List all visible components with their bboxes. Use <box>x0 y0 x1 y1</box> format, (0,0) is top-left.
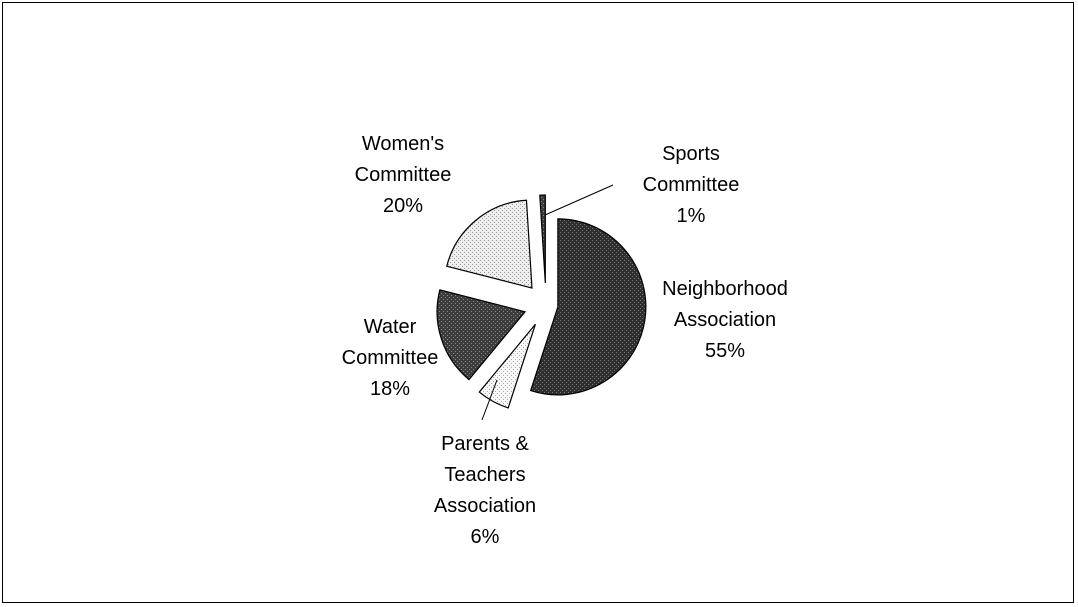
leader-line-sports-committee <box>544 184 614 216</box>
leader-line-parents-teachers-association <box>481 379 498 421</box>
slice-label-women-s-committee: Women's Committee 20% <box>355 133 452 217</box>
pie-slice-women-s-committee <box>446 199 533 289</box>
pie-slice-sports-committee <box>539 194 546 284</box>
slice-label-water-committee: Water Committee 18% <box>342 316 439 400</box>
slice-label-parents-teachers-association: Parents & Teachers Association 6% <box>434 433 536 548</box>
pie-slice-water-committee <box>436 289 527 381</box>
slice-label-sports-committee: Sports Committee 1% <box>643 143 740 227</box>
pie-slice-neighborhood-association <box>529 218 647 396</box>
pie-slice-parents-teachers-association <box>478 323 536 409</box>
slice-label-neighborhood-association: Neighborhood Association 55% <box>662 278 788 362</box>
